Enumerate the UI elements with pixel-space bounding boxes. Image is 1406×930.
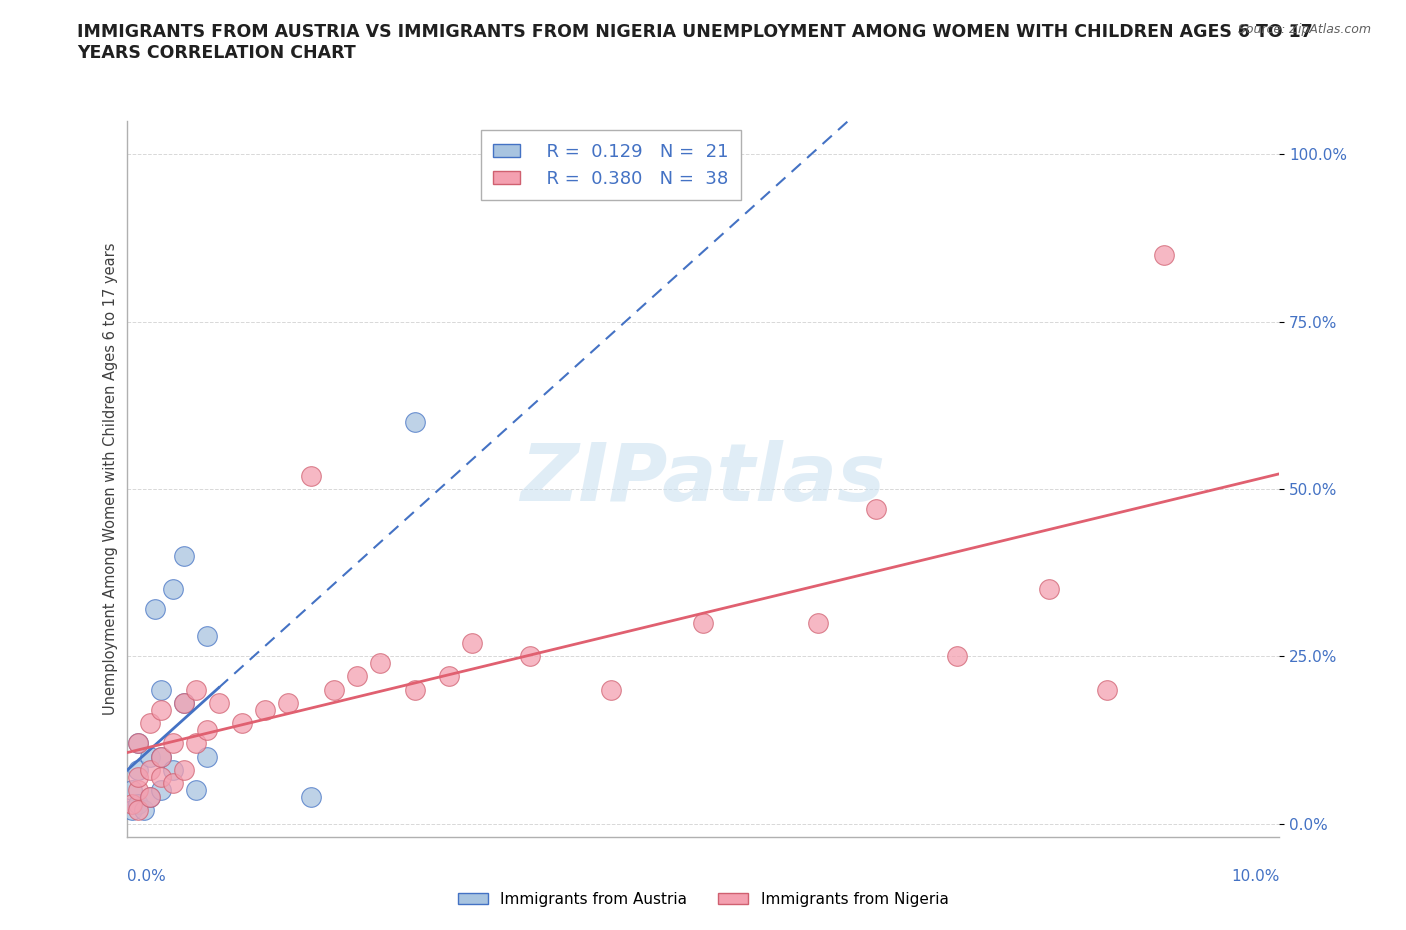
- Text: IMMIGRANTS FROM AUSTRIA VS IMMIGRANTS FROM NIGERIA UNEMPLOYMENT AMONG WOMEN WITH: IMMIGRANTS FROM AUSTRIA VS IMMIGRANTS FR…: [77, 23, 1313, 62]
- Point: [138, 790, 160, 804]
- Point: [184, 683, 207, 698]
- Point: [945, 649, 967, 664]
- Point: [807, 616, 830, 631]
- Text: ZIPatlas: ZIPatlas: [520, 440, 886, 518]
- Point: [127, 763, 149, 777]
- Point: [150, 750, 173, 764]
- Point: [184, 736, 207, 751]
- Point: [1153, 247, 1175, 262]
- Point: [346, 669, 368, 684]
- Point: [127, 736, 149, 751]
- Point: [150, 683, 173, 698]
- Text: Source: ZipAtlas.com: Source: ZipAtlas.com: [1237, 23, 1371, 36]
- Point: [138, 716, 160, 731]
- Point: [121, 803, 143, 817]
- Point: [132, 803, 155, 817]
- Point: [145, 602, 166, 617]
- Point: [150, 769, 173, 784]
- Point: [173, 763, 195, 777]
- Point: [323, 683, 346, 698]
- Point: [299, 468, 322, 483]
- Point: [519, 649, 541, 664]
- Point: [1095, 683, 1118, 698]
- Point: [121, 783, 143, 798]
- Point: [599, 683, 621, 698]
- Point: [184, 783, 207, 798]
- Point: [208, 696, 231, 711]
- Point: [127, 783, 149, 798]
- Point: [162, 776, 184, 790]
- Point: [865, 501, 887, 516]
- Point: [162, 763, 184, 777]
- Point: [127, 803, 149, 817]
- Point: [138, 790, 160, 804]
- Text: 10.0%: 10.0%: [1232, 870, 1279, 884]
- Point: [162, 736, 184, 751]
- Point: [195, 723, 218, 737]
- Point: [150, 750, 173, 764]
- Point: [439, 669, 461, 684]
- Legend: Immigrants from Austria, Immigrants from Nigeria: Immigrants from Austria, Immigrants from…: [451, 886, 955, 913]
- Point: [150, 783, 173, 798]
- Point: [253, 702, 276, 717]
- Point: [195, 750, 218, 764]
- Point: [138, 750, 160, 764]
- Point: [404, 683, 426, 698]
- Point: [138, 763, 160, 777]
- Point: [277, 696, 299, 711]
- Point: [162, 582, 184, 597]
- Text: 0.0%: 0.0%: [127, 870, 166, 884]
- Point: [368, 656, 391, 671]
- Point: [173, 549, 195, 564]
- Legend:   R =  0.129   N =  21,   R =  0.380   N =  38: R = 0.129 N = 21, R = 0.380 N = 38: [481, 130, 741, 200]
- Point: [173, 696, 195, 711]
- Point: [173, 696, 195, 711]
- Y-axis label: Unemployment Among Women with Children Ages 6 to 17 years: Unemployment Among Women with Children A…: [103, 243, 118, 715]
- Point: [692, 616, 714, 631]
- Point: [404, 415, 426, 430]
- Point: [127, 769, 149, 784]
- Point: [461, 635, 484, 650]
- Point: [1038, 582, 1060, 597]
- Point: [121, 796, 143, 811]
- Point: [127, 796, 149, 811]
- Point: [195, 629, 218, 644]
- Point: [127, 736, 149, 751]
- Point: [299, 790, 322, 804]
- Point: [231, 716, 253, 731]
- Point: [150, 702, 173, 717]
